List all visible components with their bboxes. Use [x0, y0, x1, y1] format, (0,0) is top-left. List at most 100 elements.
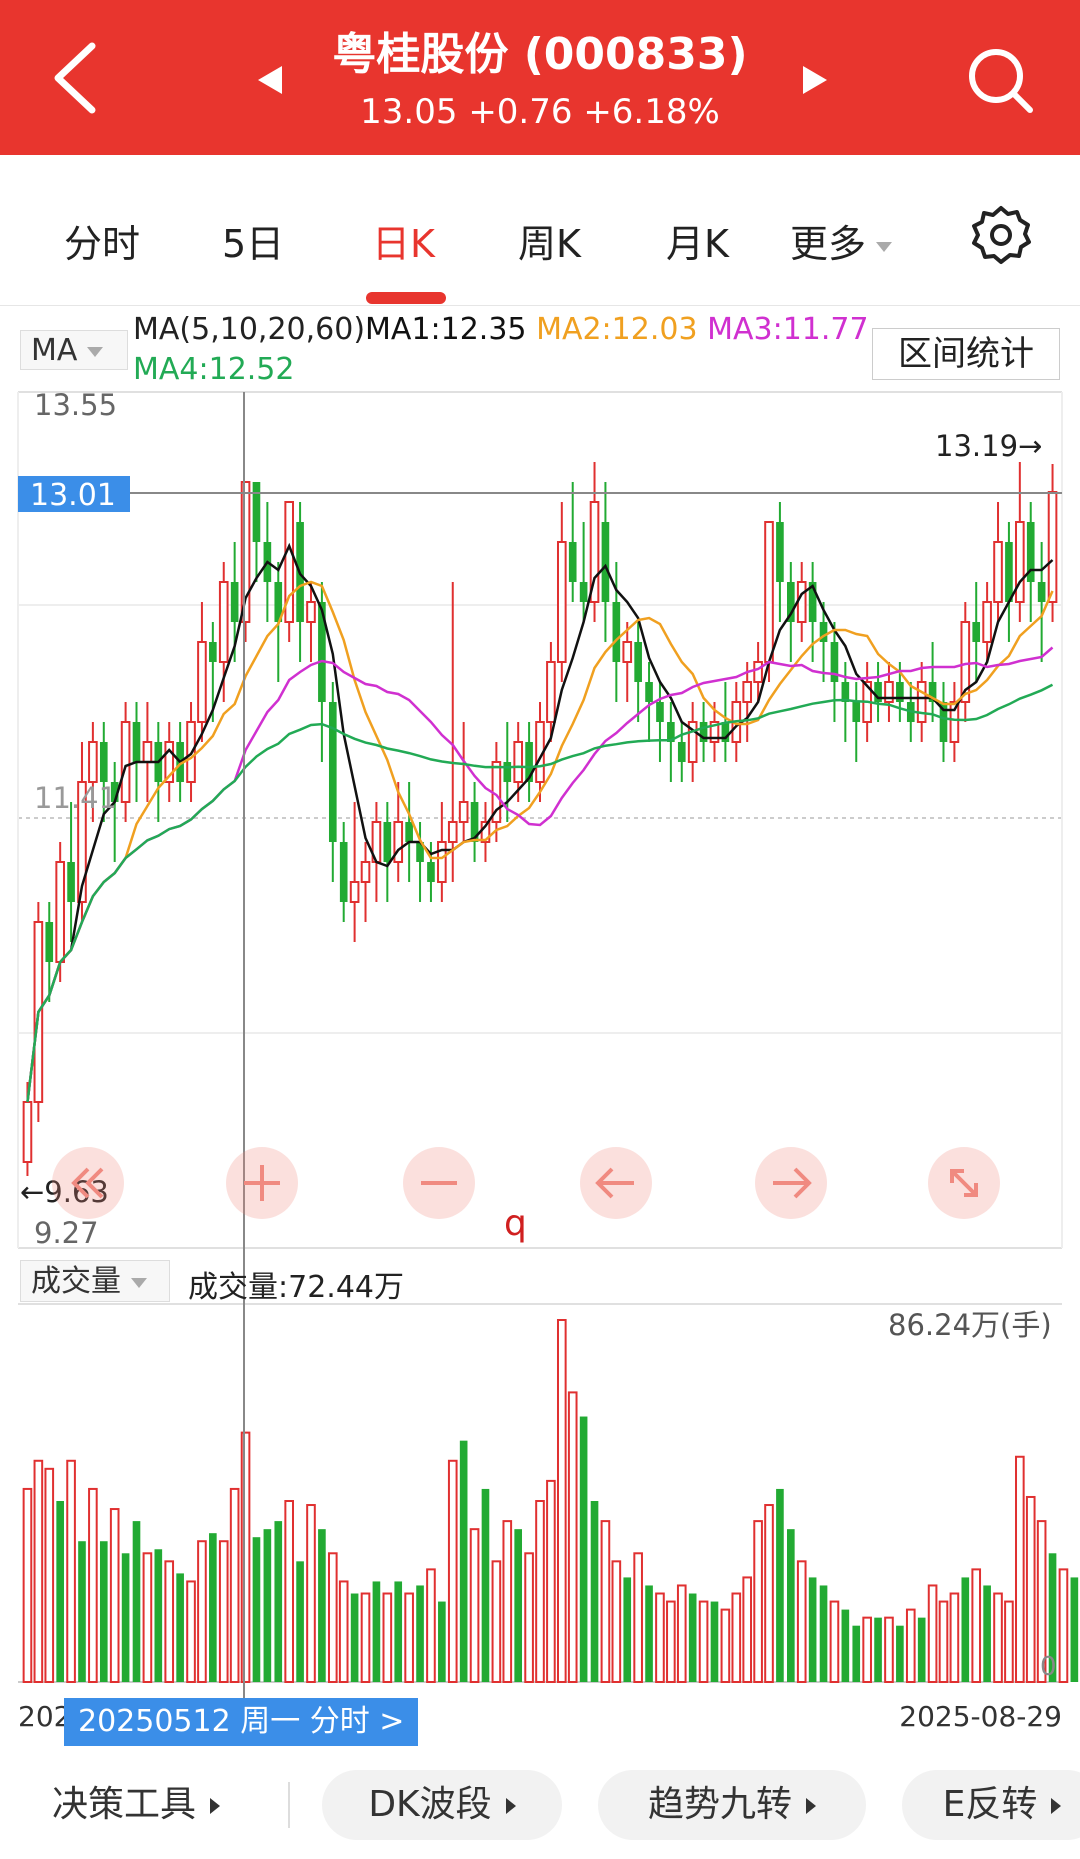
triangle-right-icon[interactable]: [795, 60, 835, 100]
candle-body: [796, 581, 807, 623]
volume-bar: [176, 1573, 184, 1682]
tab-weekly-k[interactable]: 周K: [518, 222, 581, 266]
volume-bar: [546, 1479, 556, 1684]
volume-bar: [808, 1577, 817, 1682]
tool-e-reversal[interactable]: E反转: [902, 1770, 1080, 1840]
volume-bar: [896, 1625, 904, 1682]
arrow-right-icon: [773, 1167, 812, 1199]
volume-bar: [263, 1529, 272, 1682]
scroll-left-button[interactable]: [580, 1147, 652, 1219]
volume-bar: [438, 1601, 446, 1682]
tab-5day[interactable]: 5日: [222, 222, 285, 266]
chevron-left-icon[interactable]: [40, 38, 110, 118]
zoom-out-button[interactable]: [403, 1147, 475, 1219]
candle-body: [656, 702, 664, 722]
candle-body: [1026, 522, 1035, 582]
candle-body: [874, 682, 882, 702]
candle-body: [513, 741, 524, 783]
volume-bar: [819, 1585, 828, 1682]
volume-bar: [1070, 1577, 1079, 1682]
ma4-line: [26, 683, 1054, 1103]
ma1-line: [26, 542, 1054, 1103]
ma-indicator-select[interactable]: MA: [20, 330, 128, 370]
tab-more[interactable]: 更多: [790, 213, 893, 268]
zoom-in-button[interactable]: [226, 1147, 298, 1219]
search-icon[interactable]: [960, 40, 1040, 120]
volume-bar: [753, 1520, 763, 1683]
volume-bar: [524, 1552, 534, 1684]
volume-bar: [514, 1529, 523, 1682]
tool-decision[interactable]: 决策工具: [52, 1770, 221, 1840]
volume-bar: [655, 1592, 665, 1683]
kline-chart[interactable]: 13.01 13.55 11.41 9.27 13.19→ ←9.63 86.2…: [0, 0, 1080, 1740]
gear-icon[interactable]: [970, 205, 1032, 267]
fullscreen-button[interactable]: [928, 1147, 1000, 1219]
candle-body: [274, 582, 283, 622]
volume-bar: [676, 1584, 687, 1684]
candle-body: [77, 781, 87, 903]
candle-body: [427, 862, 435, 882]
volume-bar: [874, 1617, 882, 1682]
tool-dk-band[interactable]: DK波段: [322, 1770, 562, 1840]
price-axis-mid: 11.41: [34, 781, 117, 815]
scroll-right-button[interactable]: [755, 1147, 827, 1219]
ma-params: MA(5,10,20,60): [133, 312, 366, 347]
volume-bar: [186, 1580, 196, 1684]
price-axis-top: 13.55: [34, 388, 117, 422]
date-popup-link[interactable]: 20250512 周一 分时 >: [64, 1698, 419, 1746]
volume-bar: [623, 1577, 632, 1682]
volume-bar: [983, 1585, 991, 1682]
volume-bar: [938, 1600, 949, 1683]
tab-monthly-k[interactable]: 月K: [666, 222, 729, 266]
candle-body: [458, 801, 469, 823]
candle-body: [240, 481, 251, 623]
candle-body: [503, 762, 512, 782]
range-stats-button[interactable]: 区间统计: [872, 328, 1060, 380]
toolbar-divider: [288, 1782, 290, 1828]
volume-value: 成交量:72.44万: [188, 1270, 404, 1305]
candle-body: [612, 602, 621, 662]
tab-daily-k[interactable]: 日K: [372, 222, 435, 266]
volume-bar: [56, 1501, 64, 1682]
volume-bar: [416, 1585, 424, 1682]
candle-body: [88, 741, 98, 783]
volume-bar: [590, 1501, 599, 1682]
volume-bar: [154, 1549, 163, 1682]
volume-bar: [318, 1529, 326, 1682]
candle-body: [142, 741, 153, 763]
candle-body: [1037, 582, 1046, 602]
volume-bar: [535, 1500, 545, 1683]
price-axis-bottom: 9.27: [34, 1216, 99, 1250]
volume-indicator-select[interactable]: 成交量: [20, 1260, 170, 1302]
triangle-left-icon[interactable]: [250, 60, 290, 100]
candle-body: [525, 742, 533, 782]
candle-body: [99, 742, 108, 782]
volume-bar: [884, 1616, 894, 1683]
volume-bar: [1004, 1600, 1014, 1683]
tab-intraday[interactable]: 分时: [64, 222, 141, 266]
triangle-right-icon: [210, 1798, 221, 1814]
volume-bar: [109, 1508, 120, 1683]
volume-bar: [710, 1601, 719, 1682]
tool-trend-nine[interactable]: 趋势九转: [598, 1770, 866, 1840]
candle-body: [318, 602, 326, 702]
candle-body: [120, 721, 131, 803]
candle-body: [416, 842, 424, 862]
volume-bar: [1015, 1455, 1025, 1684]
stock-quote: 13.05 +0.76 +6.18%: [360, 92, 720, 132]
rewind-button[interactable]: [52, 1147, 124, 1219]
candle-body: [579, 582, 588, 602]
candle-body: [383, 822, 392, 862]
candle-body: [405, 822, 413, 842]
volume-select-label: 成交量: [31, 1264, 121, 1299]
volume-bar: [905, 1608, 916, 1683]
volume-bar: [142, 1552, 153, 1684]
volume-bar: [296, 1561, 304, 1682]
volume-bar: [209, 1533, 217, 1682]
candle-body: [687, 721, 698, 763]
caret-down-icon: [876, 241, 893, 252]
volume-bar: [44, 1467, 55, 1684]
tool-decision-label: 决策工具: [52, 1784, 197, 1825]
volume-bar: [88, 1487, 98, 1684]
candle-body: [939, 702, 948, 742]
